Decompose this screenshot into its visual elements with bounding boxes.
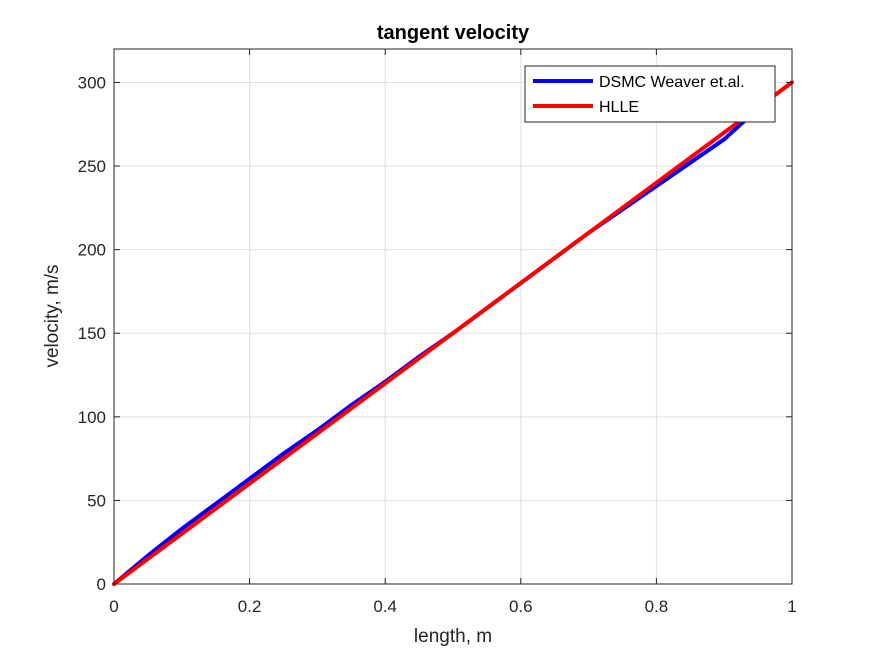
y-tick-label: 0 xyxy=(97,575,106,594)
x-tick-label: 0.6 xyxy=(509,597,533,616)
y-tick-label: 250 xyxy=(78,157,106,176)
x-tick-label: 0 xyxy=(109,597,118,616)
y-tick-label: 200 xyxy=(78,241,106,260)
x-tick-label: 0.4 xyxy=(373,597,397,616)
y-tick-label: 150 xyxy=(78,324,106,343)
series-line-hlle xyxy=(112,80,794,586)
x-axis-label: length, m xyxy=(414,626,492,647)
y-tick-label: 50 xyxy=(87,491,106,510)
y-tick-label: 300 xyxy=(78,73,106,92)
chart-title: tangent velocity xyxy=(377,22,530,44)
axes-box xyxy=(113,48,793,585)
y-axis-label: velocity, m/s xyxy=(42,264,63,367)
legend-label-hlle: HLLE xyxy=(599,99,639,116)
x-tick-label: 0.2 xyxy=(238,597,262,616)
series-layer xyxy=(112,80,794,586)
ticks: 0 0.2 0.4 0.6 0.8 1 0 50 100 150 200 250 300 xyxy=(78,49,797,616)
legend-box xyxy=(524,65,776,123)
legend: DSMC Weaver et.al. HLLE xyxy=(524,65,776,123)
x-tick-label: 1 xyxy=(787,597,796,616)
legend-label-dsmc: DSMC Weaver et.al. xyxy=(599,74,745,91)
x-tick-label: 0.8 xyxy=(645,597,669,616)
y-tick-label: 100 xyxy=(78,408,106,427)
